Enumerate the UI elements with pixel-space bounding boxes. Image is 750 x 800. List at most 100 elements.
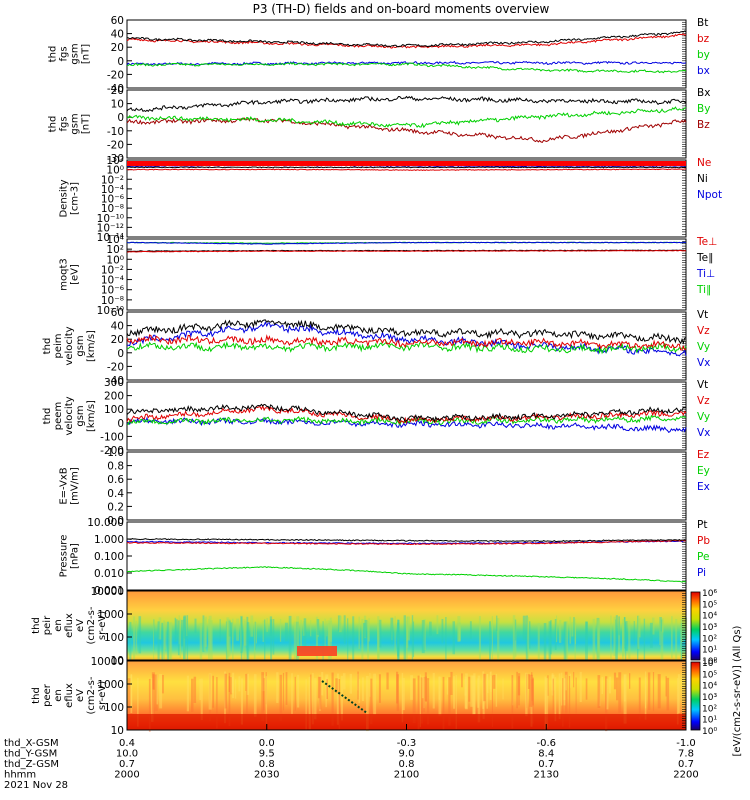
- spectrogram-texture: [224, 673, 228, 709]
- spectrogram-texture: [597, 618, 600, 663]
- spectrogram-texture: [665, 676, 667, 697]
- spectrogram-texture: [216, 677, 218, 729]
- series-line-4-Vt: [126, 319, 687, 345]
- spectrogram-texture: [224, 671, 226, 724]
- colorbar-tick-label: 10²: [702, 634, 717, 644]
- spectrogram-texture: [317, 676, 320, 699]
- spectrogram-texture: [362, 677, 364, 701]
- x-row-value: 0.0: [259, 738, 275, 749]
- y-tick-label: -20: [107, 69, 124, 81]
- spectrogram-texture: [585, 621, 588, 675]
- series-line-1-Bz: [126, 116, 687, 144]
- spectrogram-texture: [240, 678, 243, 725]
- spectrogram-texture: [270, 619, 273, 675]
- spectrogram-texture: [464, 676, 468, 709]
- spectrogram-texture: [551, 674, 555, 691]
- colorbar-tick-label: 10¹: [702, 646, 717, 656]
- spectrogram-texture: [661, 619, 663, 646]
- spectrogram-texture: [496, 615, 498, 632]
- spectrogram-texture: [219, 619, 221, 643]
- spectrogram-texture: [613, 672, 617, 690]
- y-axis-label: eV: [75, 619, 86, 632]
- spectrogram-texture: [183, 616, 186, 660]
- spectrogram-texture: [526, 673, 528, 708]
- spectrogram-texture: [622, 619, 625, 657]
- y-tick-label: 10²: [106, 155, 124, 167]
- x-row-value: 2030: [254, 770, 279, 781]
- y-tick-label: 10⁻⁶: [101, 194, 124, 206]
- y-tick-label: 0.4: [107, 488, 124, 500]
- y-tick-label: 0: [117, 56, 124, 68]
- spectrogram-texture: [652, 672, 655, 712]
- spectrogram-texture: [179, 618, 182, 658]
- colorbar-tick-label: 10⁶: [702, 589, 717, 599]
- spectrogram-texture: [531, 672, 533, 708]
- spectrogram-texture: [628, 620, 631, 659]
- y-axis-label: gsm: [70, 113, 81, 134]
- spectrogram-texture: [568, 676, 571, 728]
- spectrogram-texture: [363, 615, 367, 639]
- spectrogram-texture: [397, 619, 400, 657]
- y-tick-label: 100: [104, 702, 124, 714]
- y-axis-label: sr-eV): [97, 611, 108, 640]
- spectrogram-texture: [522, 615, 526, 640]
- spectrogram-texture: [279, 674, 283, 721]
- spectrogram-texture: [262, 620, 264, 642]
- spectrogram-texture: [244, 621, 247, 646]
- spectrogram-texture: [649, 622, 653, 648]
- spectrogram-texture: [317, 619, 319, 637]
- spectrogram-texture: [473, 673, 476, 715]
- panel-8: 10.000 1.000 0.100 0.010 0.001 Pressure [nPa] P…: [59, 517, 711, 597]
- y-tick-label: 100: [104, 404, 124, 416]
- colorbar-tick-label: 10⁰: [702, 727, 717, 737]
- spectrogram-texture: [302, 621, 306, 636]
- spectrogram-texture: [378, 619, 382, 648]
- y-axis-label: (cm2-s-: [86, 606, 97, 644]
- spectrogram-texture: [453, 676, 455, 709]
- y-tick-label: 10⁻¹⁴: [97, 232, 124, 244]
- y-tick-label: 0.100: [94, 551, 124, 563]
- spectrogram-texture: [264, 619, 266, 674]
- spectrogram-texture: [340, 675, 343, 721]
- spectrogram-texture: [403, 615, 406, 667]
- spectrogram-texture: [406, 616, 409, 648]
- spectrogram-texture: [200, 678, 203, 721]
- spectrogram-texture: [193, 676, 197, 703]
- spectrogram-texture: [618, 621, 621, 651]
- spectrogram-texture: [240, 615, 243, 653]
- spectrogram-texture: [250, 615, 254, 637]
- y-axis-label: thd: [31, 617, 42, 634]
- panel-2: 20 100 -10-20 -30 thd fgs gsm [nT] Bx By Bz: [48, 85, 711, 165]
- y-axis-label: velocity: [64, 396, 75, 435]
- spectrogram-texture: [647, 672, 651, 710]
- spectrogram-texture: [562, 678, 564, 727]
- spectrogram-texture: [228, 672, 231, 726]
- x-row-value: 9.5: [259, 749, 275, 760]
- spectrogram-texture: [585, 678, 588, 700]
- spectrogram-texture: [310, 674, 312, 724]
- spectrogram-texture: [238, 676, 241, 692]
- series-line-7-Pt: [126, 538, 687, 543]
- spectrogram-texture: [331, 672, 334, 726]
- colorbar-tick-label: 10⁰: [702, 657, 717, 667]
- spectrogram-texture: [367, 621, 370, 674]
- spectrogram-texture: [482, 677, 485, 719]
- spectrogram-texture: [133, 616, 136, 671]
- spectrogram-texture: [423, 677, 425, 712]
- spectrogram-texture: [613, 616, 616, 656]
- legend-entry: Vt: [697, 379, 708, 391]
- colorbar-tick-label: 10¹: [702, 716, 717, 726]
- spectrogram-texture: [396, 671, 399, 704]
- spectrogram-texture: [349, 673, 352, 694]
- series-line-0-by: [126, 61, 687, 74]
- spectrogram-texture: [316, 619, 320, 635]
- y-axis-label: [mV/m]: [70, 467, 81, 505]
- spectrogram-texture: [357, 674, 359, 691]
- spectrogram-texture: [164, 621, 167, 650]
- spectrogram-texture: [461, 673, 463, 688]
- y-tick-label: 20: [111, 42, 124, 54]
- spectrogram-texture: [436, 615, 439, 635]
- spectrogram-texture: [487, 673, 489, 693]
- spectrogram-texture: [336, 673, 339, 725]
- spectrogram-texture: [130, 674, 133, 709]
